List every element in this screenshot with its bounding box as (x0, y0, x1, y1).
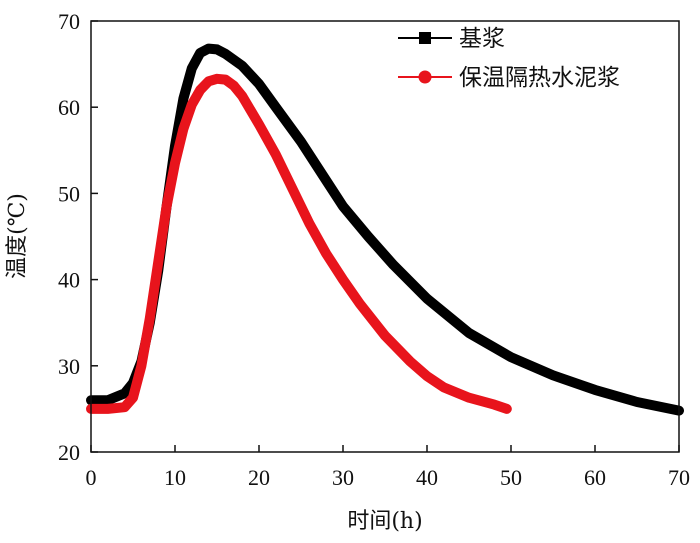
x-tick-label: 20 (248, 465, 270, 490)
legend-marker-series-1 (419, 32, 431, 44)
x-tick-label: 70 (668, 465, 690, 490)
series-layer (91, 49, 679, 411)
y-tick-label: 50 (58, 181, 80, 206)
legend-label-series-1: 基浆 (459, 26, 505, 52)
x-tick-label: 10 (164, 465, 186, 490)
y-tick-label: 40 (58, 268, 80, 293)
x-tick-label: 60 (584, 465, 606, 490)
chart: 010203040506070203040506070 时间(h) 温度(℃) … (0, 0, 700, 543)
series-line-1 (91, 49, 679, 411)
x-tick-label: 50 (500, 465, 522, 490)
x-axis-title: 时间(h) (347, 509, 422, 534)
x-tick-label: 40 (416, 465, 438, 490)
legend-label-series-2: 保温隔热水泥浆 (459, 65, 620, 91)
series-line-2 (91, 79, 507, 409)
legend: 基浆 保温隔热水泥浆 (398, 26, 620, 91)
y-tick-label: 70 (58, 9, 80, 34)
y-axis-title: 温度(℃) (5, 193, 30, 279)
y-tick-label: 30 (58, 354, 80, 379)
legend-marker-series-2 (419, 71, 432, 84)
y-tick-label: 60 (58, 95, 80, 120)
x-tick-label: 30 (332, 465, 354, 490)
x-tick-label: 0 (86, 465, 97, 490)
y-tick-label: 20 (58, 440, 80, 465)
